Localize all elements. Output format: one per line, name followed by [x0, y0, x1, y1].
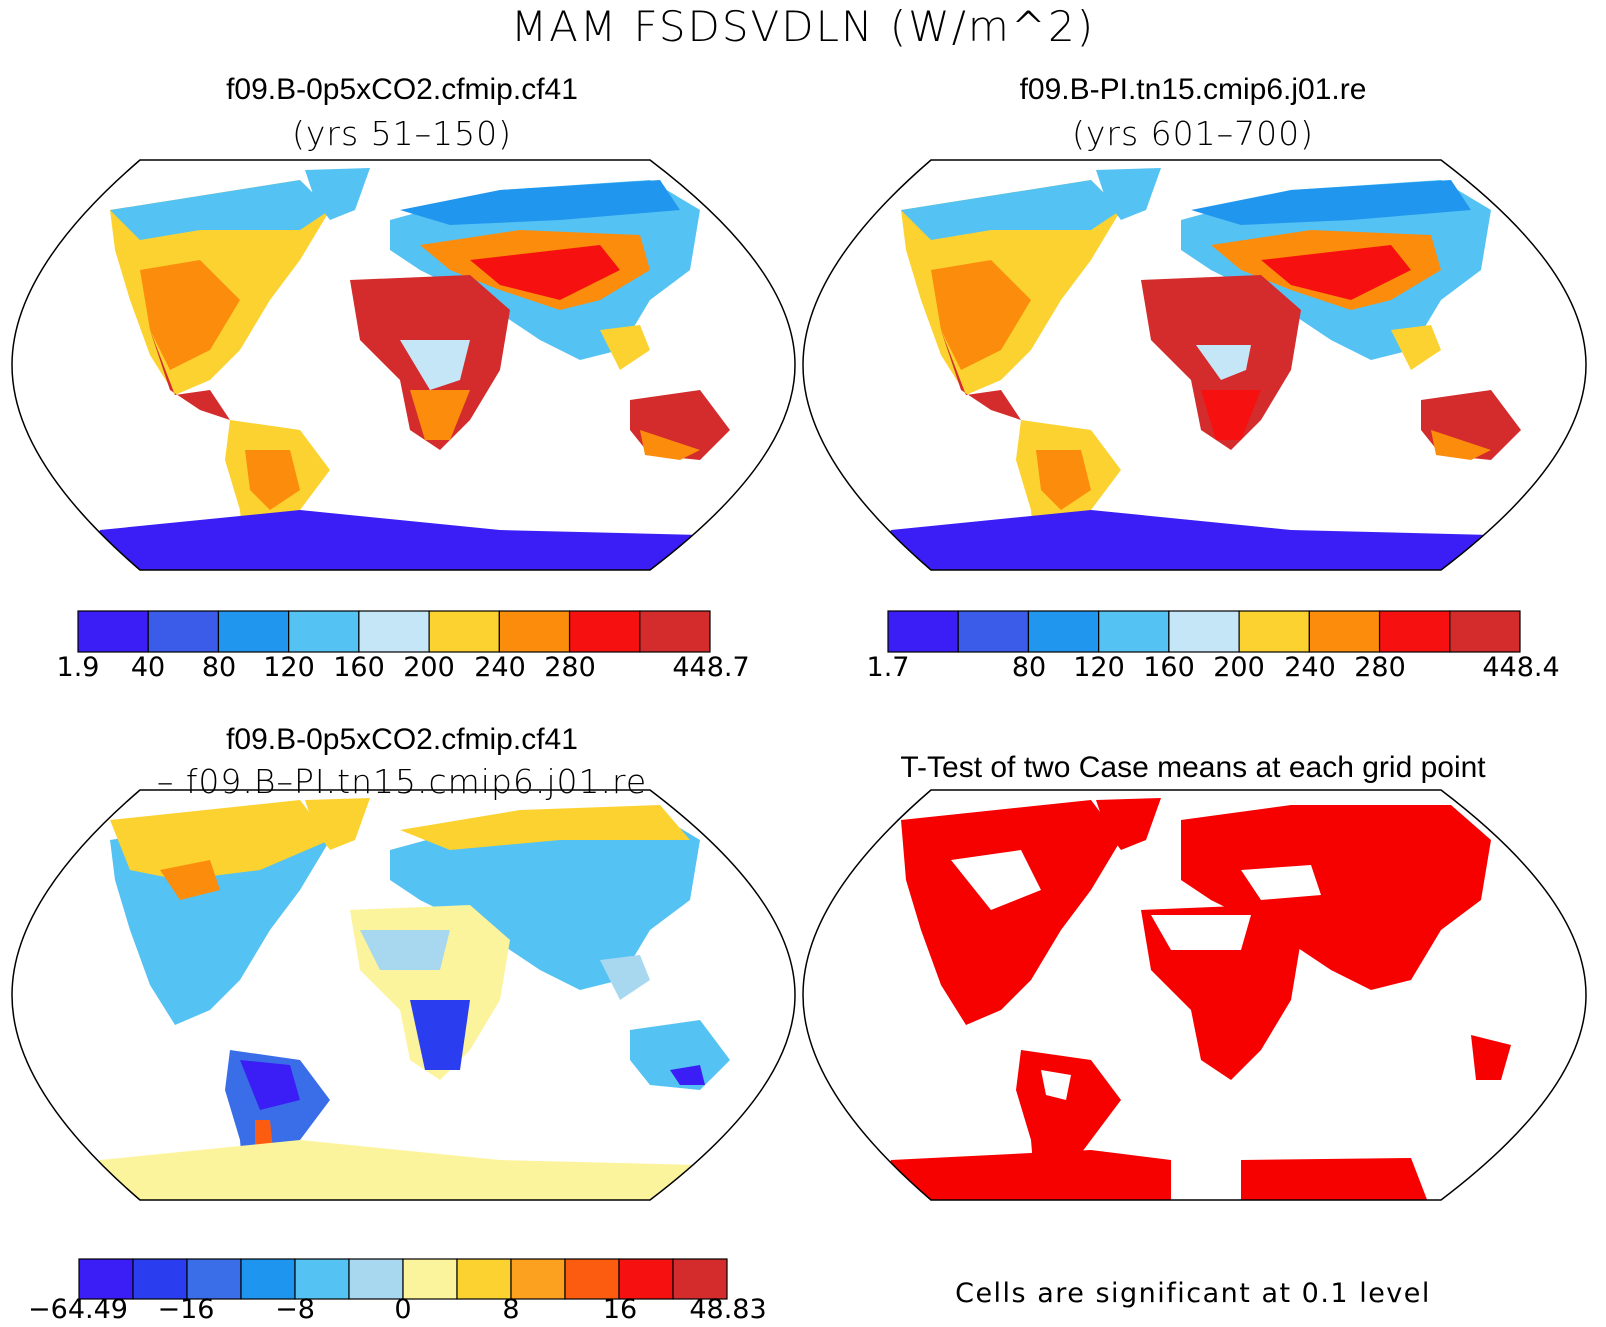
figure-title: MAM FSDSVDLN (W/m^2) [510, 2, 1096, 51]
cb2-swatch [1238, 610, 1310, 653]
panel3-title: f09.B-0p5xCO2.cfmip.cf41 [226, 723, 578, 756]
map1-border [11, 159, 796, 571]
cb2-label: 240 [1284, 652, 1336, 683]
cb2-label: 200 [1213, 652, 1265, 683]
cb1-label: 448.7 [672, 652, 750, 683]
panel3-subtitle: – f09.B–PI.tn15.cmip6.j01.re [156, 762, 648, 801]
cb2-swatch [1098, 610, 1170, 653]
cb1-swatch [288, 610, 360, 653]
cb3-label: 0 [394, 1294, 412, 1325]
cb1-label: 1.9 [56, 652, 100, 683]
cb1-swatch [77, 610, 149, 653]
colorbar-1 [77, 610, 711, 653]
cb3-label: 48.83 [689, 1294, 767, 1325]
cb3-swatch [618, 1258, 674, 1300]
panel2-title: f09.B-PI.tn15.cmip6.j01.re [1019, 73, 1367, 106]
cb1-label: 120 [263, 652, 315, 683]
panel1-title: f09.B-0p5xCO2.cfmip.cf41 [226, 73, 578, 106]
cb1-swatch [498, 610, 571, 653]
significance-note: Cells are significant at 0.1 level [955, 1278, 1431, 1309]
panel1-subtitle: (yrs 51–150) [291, 114, 512, 153]
cb1-swatch [568, 610, 641, 653]
map-panel-2 [802, 159, 1587, 571]
cb3-label: −16 [157, 1294, 215, 1325]
cb3-swatch [456, 1258, 512, 1300]
cb3-swatch [402, 1258, 458, 1300]
cb1-swatch [217, 610, 290, 653]
cb1-label: 80 [201, 652, 237, 683]
cb3-label: 8 [502, 1294, 520, 1325]
map4-land [871, 798, 1521, 1200]
cb1-label: 40 [130, 652, 166, 683]
cb2-swatch [1378, 610, 1451, 653]
map2-land [871, 168, 1521, 570]
cb1-label: 240 [474, 652, 526, 683]
cb2-swatch [957, 610, 1030, 653]
cb1-swatch [358, 610, 430, 653]
cb1-label: 200 [403, 652, 455, 683]
cb1-swatch [428, 610, 500, 653]
map3-land [80, 798, 730, 1200]
cb2-label: 1.7 [866, 652, 910, 683]
cb2-label: 448.4 [1482, 652, 1560, 683]
map4-border [802, 789, 1587, 1201]
cb3-swatch [348, 1258, 404, 1300]
cb3-swatch [78, 1258, 134, 1300]
cb1-label: 160 [333, 652, 385, 683]
cb1-swatch [639, 610, 711, 653]
cb3-label: 16 [602, 1294, 638, 1325]
cb3-swatch [564, 1258, 620, 1300]
cb2-label: 280 [1354, 652, 1406, 683]
cb2-label: 160 [1143, 652, 1195, 683]
cb3-swatch [510, 1258, 566, 1300]
colorbar-2-labels: 1.7 80 120 160 200 240 280 448.4 [0, 652, 1606, 686]
cb3-swatch [186, 1258, 242, 1300]
panel2-subtitle: (yrs 601–700) [1071, 114, 1314, 153]
cb3-swatch [132, 1258, 188, 1300]
map3-border [11, 789, 796, 1201]
cb2-label: 120 [1073, 652, 1125, 683]
cb3-swatch [672, 1258, 728, 1300]
map-panel-4 [802, 789, 1587, 1201]
cb3-label: −64.49 [28, 1294, 128, 1325]
cb3-label: −8 [275, 1294, 315, 1325]
cb2-swatch [1449, 610, 1521, 653]
cb2-swatch [1308, 610, 1381, 653]
colorbar-3-labels: −64.49 −16 −8 0 8 16 48.83 [0, 1294, 803, 1327]
map-panel-1 [11, 159, 796, 571]
map1-land [80, 168, 730, 570]
cb2-swatch [1168, 610, 1240, 653]
cb3-swatch [294, 1258, 350, 1300]
cb2-swatch [1027, 610, 1100, 653]
colorbar-1-labels: 1.9 40 80 120 160 200 240 280 448.7 [0, 652, 803, 686]
cb2-label: 80 [1011, 652, 1047, 683]
map-panel-3 [11, 789, 796, 1201]
cb1-label: 280 [544, 652, 596, 683]
colorbar-3 [78, 1258, 728, 1300]
colorbar-2 [887, 610, 1521, 653]
cb1-swatch [147, 610, 220, 653]
cb2-swatch [887, 610, 959, 653]
map2-border [802, 159, 1587, 571]
panel4-title: T-Test of two Case means at each grid po… [900, 751, 1486, 784]
cb3-swatch [240, 1258, 296, 1300]
